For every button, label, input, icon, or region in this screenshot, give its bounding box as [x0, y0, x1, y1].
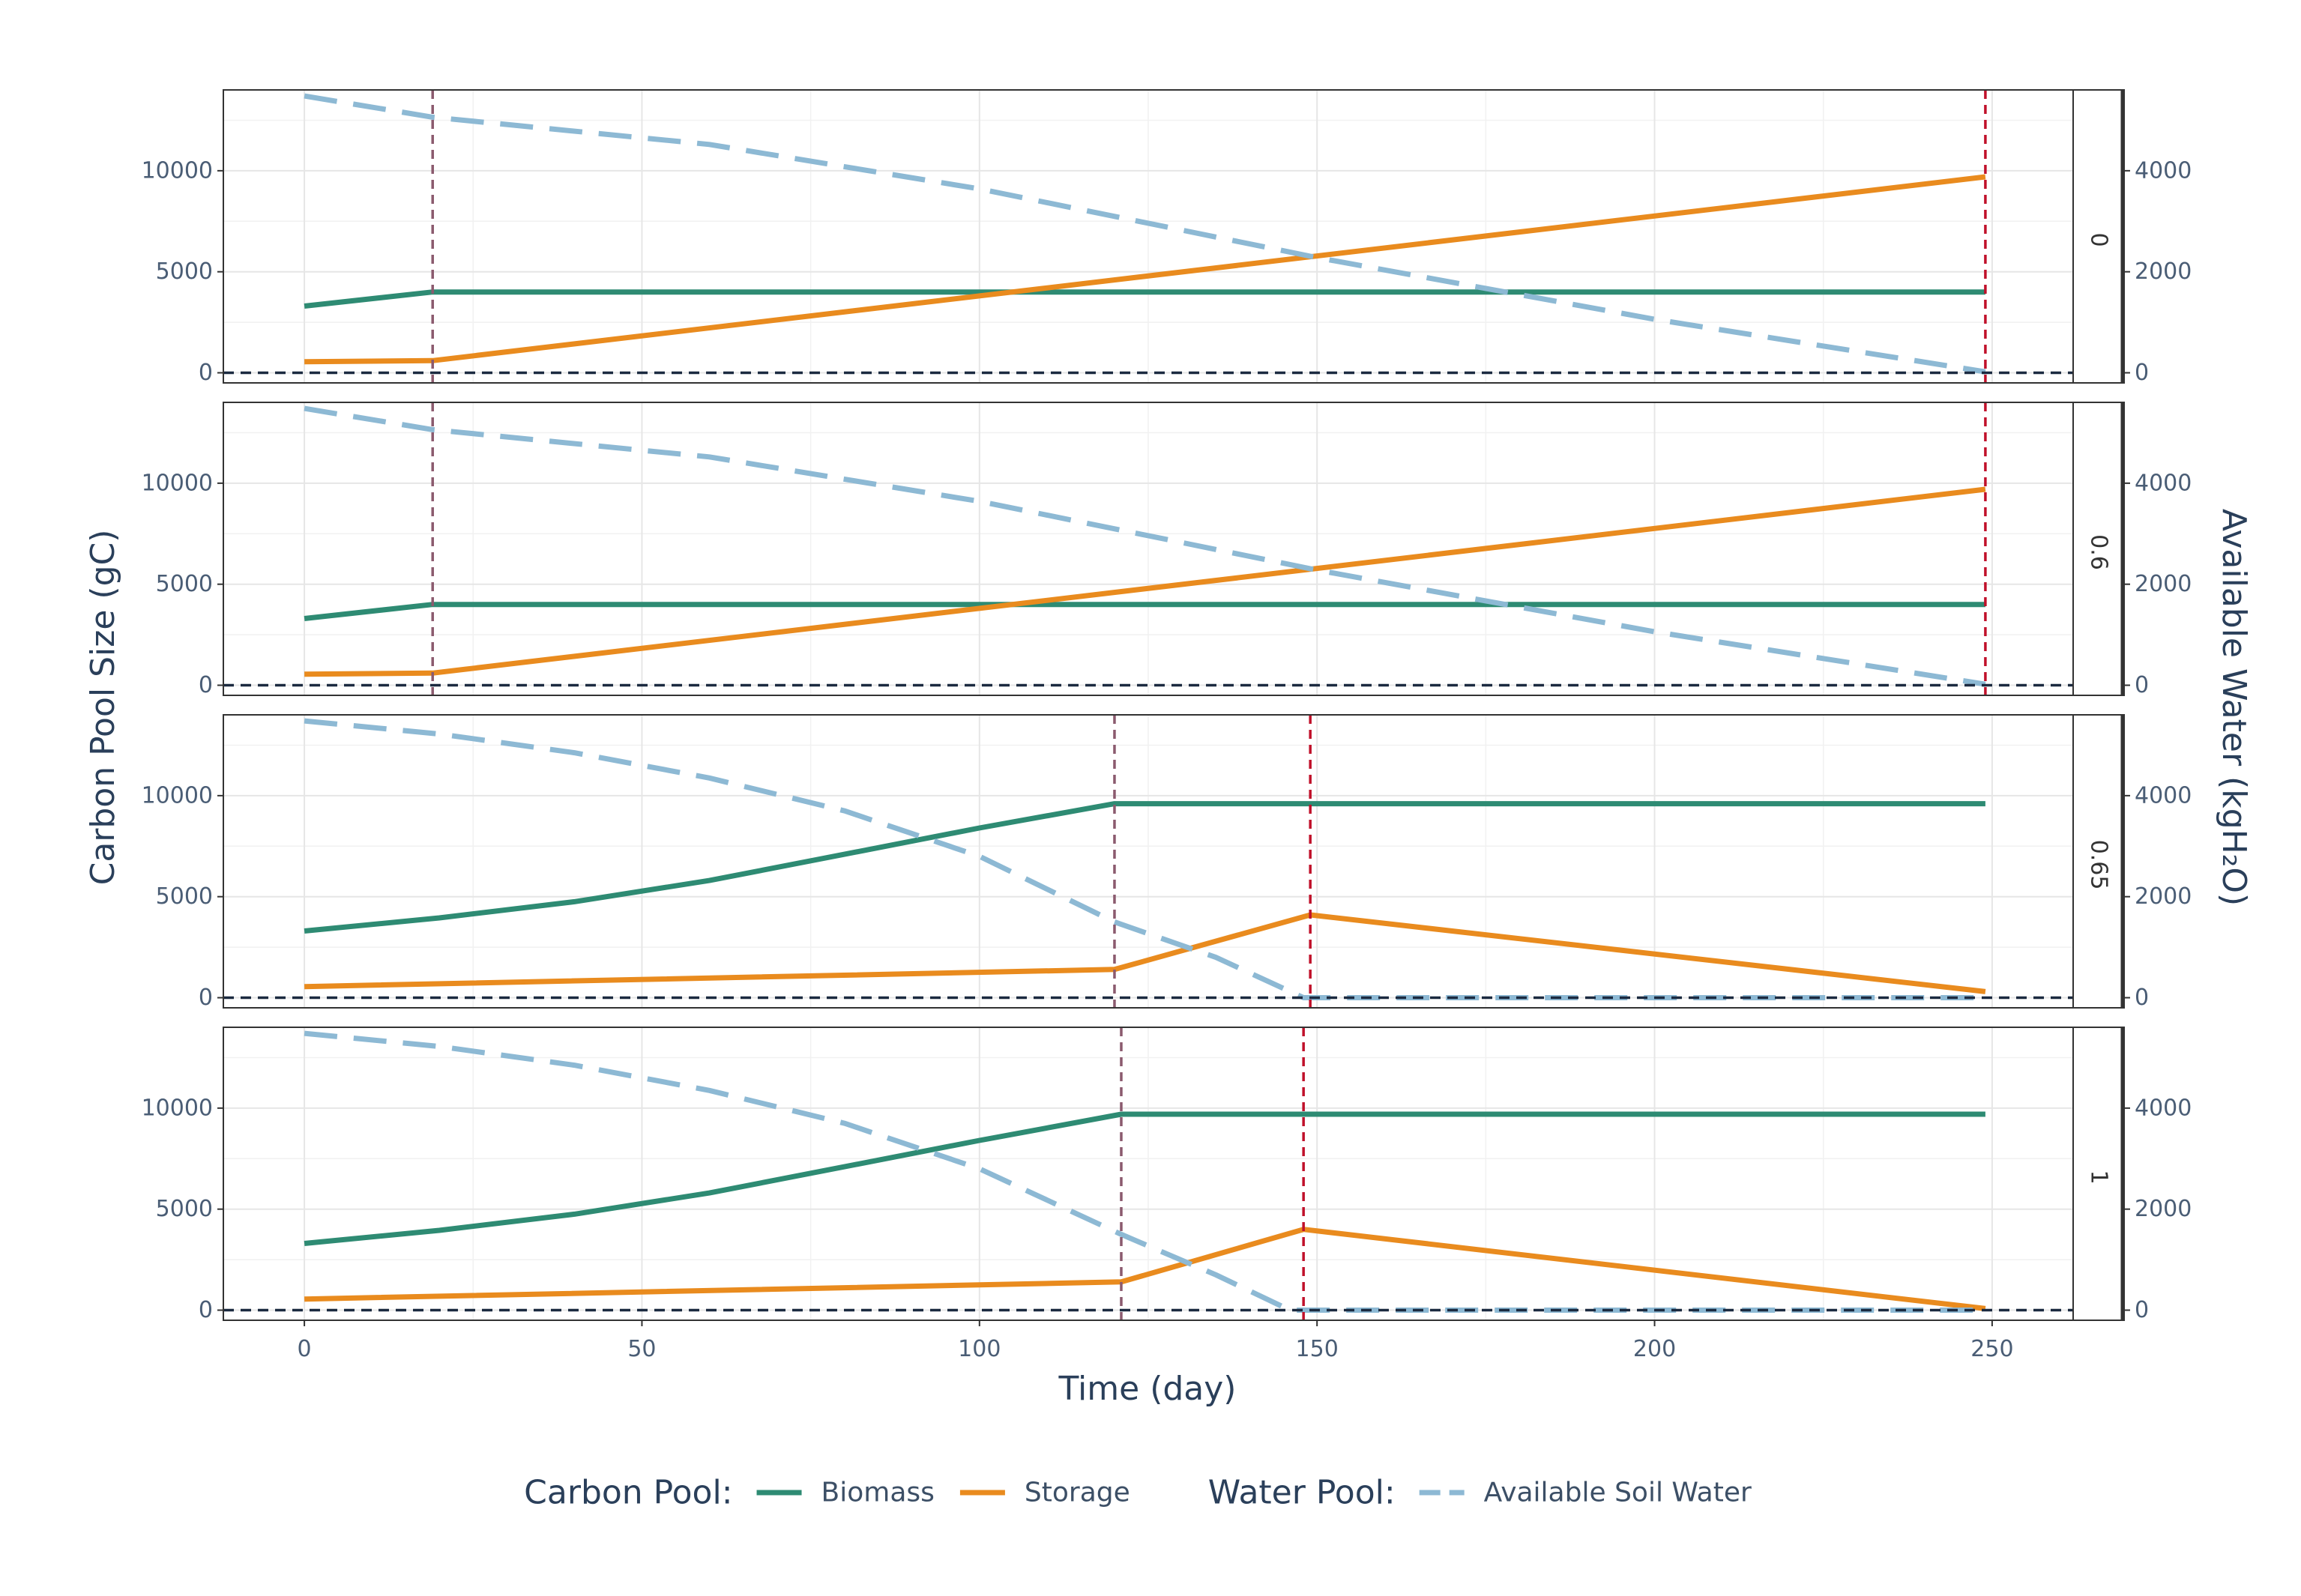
facet-strip-label: 1 — [2086, 1170, 2112, 1184]
y-tick-label: 0 — [199, 672, 213, 698]
y-tick-label: 5000 — [156, 259, 213, 285]
y-right-tick-label: 2000 — [2135, 1196, 2192, 1222]
y-axis-title-right: Available Water (kgH₂O) — [2215, 509, 2253, 906]
y-tick-label: 0 — [199, 985, 213, 1011]
x-tick-label: 150 — [1296, 1336, 1339, 1362]
y-tick-label: 5000 — [156, 883, 213, 910]
facet-strip-label: 0.65 — [2086, 840, 2112, 890]
series-line-available-soil-water — [304, 1030, 1985, 1313]
y-right-tick-label: 2000 — [2135, 571, 2192, 597]
y-right-tick-label: 2000 — [2135, 259, 2192, 285]
x-tick-label: 200 — [1633, 1336, 1676, 1362]
x-tick-label: 100 — [958, 1336, 1001, 1362]
y-right-tick-label: 4000 — [2135, 782, 2192, 808]
y-tick-label: 0 — [199, 1297, 213, 1323]
y-right-tick-label: 4000 — [2135, 1095, 2192, 1121]
y-tick-label: 10000 — [142, 470, 213, 496]
series-line-biomass — [304, 1111, 1985, 1246]
facet-strip-label: 0 — [2086, 232, 2112, 247]
panel-1: 0.6 0 5000 10000 0 2000 4000 — [142, 402, 2192, 698]
panel-2: 0.65 0 5000 10000 0 2000 4000 — [142, 714, 2192, 1011]
legend: Carbon Pool: Biomass Storage Water Pool: Ava… — [524, 1474, 1752, 1512]
y-tick-label: 10000 — [142, 1095, 213, 1121]
legend-title: Carbon Pool: — [524, 1474, 732, 1512]
series-line-available-soil-water — [304, 718, 1985, 1000]
panel-0: 0 0 5000 10000 0 2000 4000 — [142, 89, 2192, 386]
series-line-storage — [304, 912, 1986, 994]
y-tick-label: 10000 — [142, 782, 213, 808]
y-right-tick-label: 4000 — [2135, 470, 2192, 496]
y-right-tick-label: 0 — [2135, 672, 2149, 698]
y-right-tick-label: 0 — [2135, 985, 2149, 1011]
y-tick-label: 5000 — [156, 571, 213, 597]
x-axis-title: Time (day) — [1058, 1370, 1237, 1408]
y-right-tick-label: 4000 — [2135, 157, 2192, 184]
y-tick-label: 0 — [199, 360, 213, 386]
legend-label: Available Soil Water — [1484, 1478, 1752, 1508]
y-right-tick-label: 2000 — [2135, 883, 2192, 910]
y-tick-label: 5000 — [156, 1196, 213, 1222]
facet-strip — [2072, 1027, 2125, 1321]
x-tick-label: 50 — [627, 1336, 656, 1362]
y-tick-label: 10000 — [142, 157, 213, 184]
x-tick-label: 250 — [1970, 1336, 2013, 1362]
facet-strip-label: 0.6 — [2086, 534, 2112, 570]
legend-label: Biomass — [821, 1478, 935, 1508]
series-line-storage — [304, 1227, 1986, 1311]
y-axis-title: Carbon Pool Size (gC) — [84, 530, 122, 886]
series-line-available-soil-water — [304, 93, 1986, 375]
y-right-tick-label: 0 — [2135, 1297, 2149, 1323]
series-line-biomass — [304, 801, 1985, 934]
series-line-available-soil-water — [304, 405, 1986, 687]
y-right-tick-label: 0 — [2135, 360, 2149, 386]
facet-strip — [2072, 402, 2125, 696]
legend-label: Storage — [1025, 1478, 1130, 1508]
legend-title: Water Pool: — [1208, 1474, 1396, 1512]
panel-3: 1 0 5000 10000 0 2000 4000 — [142, 1027, 2192, 1323]
x-tick-label: 0 — [298, 1336, 312, 1362]
